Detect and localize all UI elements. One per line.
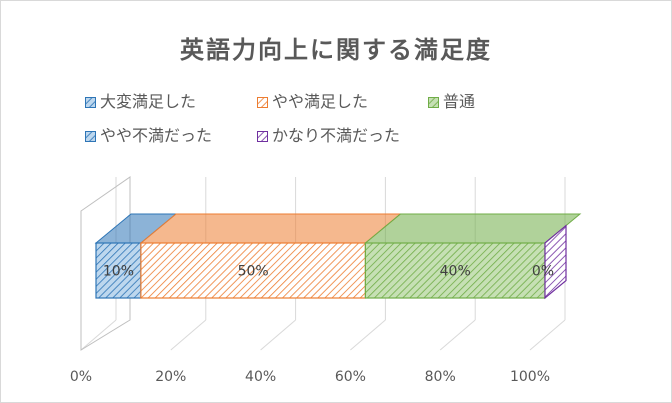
side-wall — [80, 176, 131, 351]
floor-gridline — [260, 319, 296, 351]
legend-item: 大変満足した — [85, 88, 196, 112]
x-tick-label: 100% — [510, 369, 550, 385]
x-tick-label: 80% — [425, 369, 456, 385]
legend-label: 普通 — [443, 92, 476, 111]
legend-item: やや満足した — [257, 88, 368, 112]
bar-end-face — [544, 224, 567, 300]
data-label: 0% — [532, 264, 554, 280]
legend-item: かなり不満だった — [257, 122, 400, 146]
bar-segment — [95, 242, 142, 299]
bar-top-face — [364, 213, 582, 244]
bar-segment — [364, 242, 546, 299]
x-tick-label: 40% — [245, 369, 276, 385]
x-tick-label: 60% — [335, 369, 366, 385]
floor-gridline — [170, 319, 207, 351]
data-labels: 10% 50% 40% 0% — [103, 264, 554, 280]
legend-swatch — [257, 97, 268, 108]
legend-label: かなり不満だった — [272, 126, 401, 145]
legend-swatch — [428, 97, 439, 108]
legend-label: やや不満だった — [100, 126, 213, 145]
x-axis-ticks: 0% 20% 40% 60% 80% 100% — [70, 369, 550, 385]
floor-gridline — [350, 319, 386, 351]
floor-gridline — [439, 319, 476, 351]
legend-label: 大変満足した — [100, 92, 197, 111]
floor-gridline — [529, 319, 566, 351]
bar-segments — [94, 213, 582, 300]
chart-title: 英語力向上に関する満足度 — [180, 36, 492, 64]
bar-top-face — [139, 213, 402, 244]
x-tick-label: 20% — [155, 369, 186, 385]
data-label: 40% — [440, 264, 471, 280]
legend-label: やや満足した — [272, 92, 369, 111]
legend-item: 普通 — [428, 88, 475, 112]
legend-item: やや不満だった — [85, 122, 212, 146]
floor-gridline — [80, 319, 117, 351]
legend-swatch — [85, 97, 96, 108]
data-label: 10% — [103, 264, 134, 280]
legend-swatch — [85, 131, 96, 142]
x-tick-label: 0% — [70, 369, 92, 385]
legend-swatch — [257, 131, 268, 142]
data-label: 50% — [238, 264, 269, 280]
